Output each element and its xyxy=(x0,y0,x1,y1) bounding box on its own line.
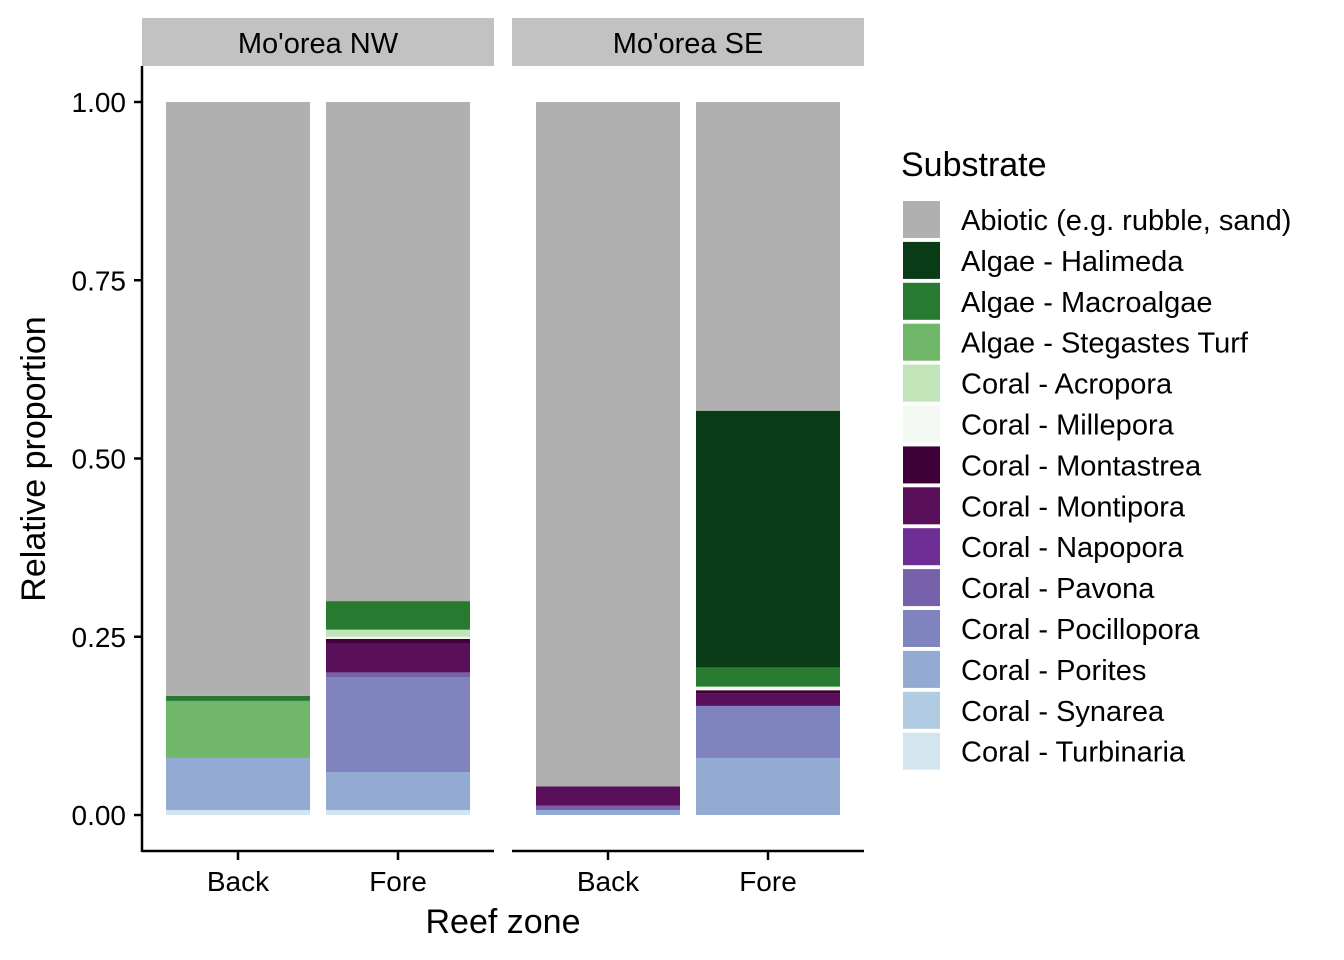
bar-segment-mo-orea-se-fore-algae-macroalgae xyxy=(696,667,840,687)
bar-segment-mo-orea-nw-fore-coral-millepora xyxy=(326,636,470,639)
y-axis-ticks: 0.00 0.25 0.50 0.75 1.00 xyxy=(72,87,142,831)
bar-segment-mo-orea-se-back-abiotic-e-g-rubble-sand xyxy=(536,102,680,787)
bar-segment-mo-orea-se-fore-abiotic-e-g-rubble-sand xyxy=(696,102,840,411)
legend-label-coral-millepora: Coral - Millepora xyxy=(961,410,1175,442)
bar-segment-mo-orea-nw-fore-coral-montastrea xyxy=(326,638,470,644)
bar-segment-mo-orea-se-back-coral-pavona xyxy=(536,805,680,811)
legend-label-abiotic-e-g-rubble-sand: Abiotic (e.g. rubble, sand) xyxy=(961,205,1291,237)
bar-segment-mo-orea-nw-back-algae-stegastes-turf xyxy=(166,700,310,758)
x-tick-label: Fore xyxy=(369,866,427,897)
x-tick-label: Back xyxy=(207,866,270,897)
bar-segment-mo-orea-se-back-coral-porites xyxy=(536,810,680,815)
bar-segment-mo-orea-nw-back-algae-macroalgae xyxy=(166,695,310,701)
legend-label-coral-acropora: Coral - Acropora xyxy=(961,369,1173,401)
bar-segment-mo-orea-nw-back-coral-turbinaria xyxy=(166,810,310,815)
y-axis: 0.00 0.25 0.50 0.75 1.00 xyxy=(72,66,144,852)
legend-key-coral-porites xyxy=(903,650,940,688)
bar-segment-mo-orea-se-fore-coral-millepora xyxy=(696,686,840,691)
legend-key-coral-acropora xyxy=(903,364,940,402)
y-tick-label: 0.75 xyxy=(72,265,127,296)
facet-strip-nw-background xyxy=(142,18,494,66)
bar-segment-mo-orea-nw-fore-coral-montipora xyxy=(326,643,470,673)
y-tick-label: 0.00 xyxy=(72,800,127,831)
bar-segment-mo-orea-nw-fore-coral-pavona xyxy=(326,672,470,678)
legend-key-coral-montipora xyxy=(903,487,940,525)
x-axis-title: Reef zone xyxy=(426,903,581,941)
bar-segment-mo-orea-nw-fore-coral-pocillopora xyxy=(326,677,470,773)
legend-label-coral-synarea: Coral - Synarea xyxy=(961,696,1165,728)
legend-label-coral-pavona: Coral - Pavona xyxy=(961,573,1155,605)
legend-key-coral-pavona xyxy=(903,569,940,607)
bar-segment-mo-orea-se-fore-coral-montastrea xyxy=(696,690,840,694)
legend-label-coral-montipora: Coral - Montipora xyxy=(961,491,1186,523)
x-axis-ticks: Back Fore Back Fore xyxy=(207,852,797,897)
legend-key-algae-halimeda xyxy=(903,241,940,279)
bar-segment-mo-orea-nw-fore-coral-turbinaria xyxy=(326,810,470,815)
facet-title-nw: Mo'orea NW xyxy=(238,28,399,60)
legend-items: Abiotic (e.g. rubble, sand) Algae - Halim… xyxy=(903,201,1291,770)
facet-title-se: Mo'orea SE xyxy=(613,28,764,60)
legend-key-coral-pocillopora xyxy=(903,610,940,647)
bar-segment-mo-orea-se-back-coral-montipora xyxy=(536,786,680,806)
bar-segment-mo-orea-nw-fore-abiotic-e-g-rubble-sand xyxy=(326,102,470,602)
legend-key-algae-stegastes-turf xyxy=(903,323,940,361)
legend-label-coral-pocillopora: Coral - Pocillopora xyxy=(961,614,1200,646)
legend-key-coral-turbinaria xyxy=(903,732,940,770)
legend-key-algae-macroalgae xyxy=(903,282,940,320)
legend-label-coral-turbinaria: Coral - Turbinaria xyxy=(961,737,1186,769)
bar-segment-mo-orea-nw-fore-coral-porites xyxy=(326,772,470,811)
legend-label-coral-porites: Coral - Porites xyxy=(961,655,1146,687)
bar-segment-mo-orea-nw-back-coral-porites xyxy=(166,757,310,811)
bar-segment-mo-orea-nw-fore-algae-macroalgae xyxy=(326,601,470,630)
bar-segment-mo-orea-se-fore-coral-pocillopora xyxy=(696,705,840,758)
legend-key-abiotic-e-g-rubble-sand xyxy=(903,201,940,238)
x-tick-label: Back xyxy=(577,866,640,897)
x-tick-label: Fore xyxy=(739,866,797,897)
y-axis-title: Relative proportion xyxy=(15,316,53,601)
y-tick-label: 0.50 xyxy=(72,444,127,475)
y-tick-label: 1.00 xyxy=(72,87,127,118)
facet-strip-se-background xyxy=(512,18,864,66)
legend-title: Substrate xyxy=(901,146,1047,184)
legend-key-coral-montastrea xyxy=(903,446,940,484)
legend-label-coral-napopora: Coral - Napopora xyxy=(961,532,1184,564)
bars-layer xyxy=(166,102,840,815)
bar-segment-mo-orea-se-fore-coral-porites xyxy=(696,757,840,815)
facet-strip-nw: Mo'orea NW xyxy=(142,18,494,66)
bar-segment-mo-orea-nw-back-abiotic-e-g-rubble-sand xyxy=(166,102,310,696)
legend-label-algae-stegastes-turf: Algae - Stegastes Turf xyxy=(961,328,1249,360)
legend-key-coral-millepora xyxy=(903,405,940,443)
legend-key-coral-napopora xyxy=(903,528,940,566)
bar-segment-mo-orea-se-fore-algae-halimeda xyxy=(696,410,840,668)
legend-key-coral-synarea xyxy=(903,691,940,729)
legend-label-coral-montastrea: Coral - Montastrea xyxy=(961,450,1202,482)
facet-strip-se: Mo'orea SE xyxy=(512,18,864,66)
y-tick-label: 0.25 xyxy=(72,622,127,653)
legend-label-algae-halimeda: Algae - Halimeda xyxy=(961,246,1184,278)
legend-label-algae-macroalgae: Algae - Macroalgae xyxy=(961,287,1212,319)
legend: Substrate Abiotic (e.g. rubble, sand) Alg… xyxy=(901,146,1291,770)
bar-segment-mo-orea-nw-fore-coral-acropora xyxy=(326,629,470,637)
bar-segment-mo-orea-se-fore-coral-montipora xyxy=(696,693,840,706)
